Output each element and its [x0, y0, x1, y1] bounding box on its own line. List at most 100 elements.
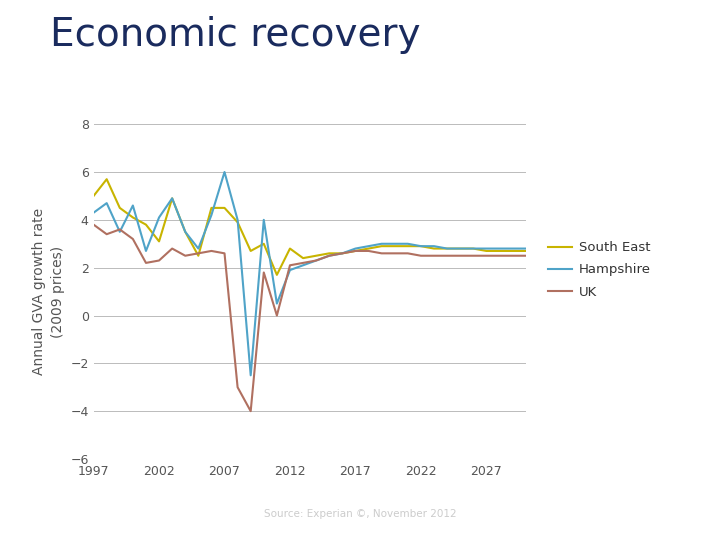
UK	[207, 248, 216, 254]
UK	[469, 253, 477, 259]
South East	[521, 248, 530, 254]
Hampshire	[102, 200, 111, 206]
Hampshire	[325, 253, 333, 259]
UK	[390, 250, 399, 256]
South East	[155, 238, 163, 245]
Hampshire	[417, 243, 426, 249]
South East	[168, 195, 176, 201]
South East	[129, 214, 138, 221]
Text: Source: Experian ©, November 2012: Source: Experian ©, November 2012	[264, 509, 456, 519]
South East	[194, 253, 202, 259]
Hampshire	[168, 195, 176, 201]
UK	[364, 248, 373, 254]
UK	[194, 250, 202, 256]
South East	[390, 243, 399, 249]
Hampshire	[181, 228, 189, 235]
South East	[403, 243, 412, 249]
South East	[364, 245, 373, 252]
South East	[102, 176, 111, 183]
Hampshire	[482, 245, 490, 252]
Hampshire	[246, 372, 255, 379]
UK	[417, 253, 426, 259]
Legend: South East, Hampshire, UK: South East, Hampshire, UK	[543, 236, 656, 304]
UK	[377, 250, 386, 256]
Hampshire	[142, 248, 150, 254]
South East	[338, 250, 346, 256]
UK	[168, 245, 176, 252]
UK	[508, 253, 517, 259]
Hampshire	[495, 245, 504, 252]
UK	[89, 221, 98, 228]
South East	[482, 248, 490, 254]
Hampshire	[89, 210, 98, 216]
Line: UK: UK	[94, 225, 526, 411]
South East	[142, 221, 150, 228]
South East	[430, 245, 438, 252]
UK	[521, 253, 530, 259]
Hampshire	[443, 245, 451, 252]
Hampshire	[233, 217, 242, 223]
South East	[286, 245, 294, 252]
Hampshire	[430, 243, 438, 249]
UK	[443, 253, 451, 259]
Hampshire	[403, 240, 412, 247]
Hampshire	[273, 300, 282, 307]
Hampshire	[364, 243, 373, 249]
UK	[233, 384, 242, 390]
UK	[325, 253, 333, 259]
UK	[142, 260, 150, 266]
Hampshire	[259, 217, 268, 223]
UK	[273, 312, 282, 319]
South East	[312, 253, 320, 259]
Text: Hampshire: Hampshire	[76, 491, 148, 504]
Line: Hampshire: Hampshire	[94, 172, 526, 375]
UK	[246, 408, 255, 414]
Hampshire	[220, 169, 229, 176]
UK	[351, 248, 360, 254]
South East	[181, 228, 189, 235]
South East	[207, 205, 216, 211]
South East	[351, 248, 360, 254]
UK	[482, 253, 490, 259]
UK	[286, 262, 294, 268]
UK	[115, 226, 124, 233]
South East	[469, 245, 477, 252]
South East	[273, 272, 282, 278]
Text: Economic recovery: Economic recovery	[50, 16, 421, 54]
South East	[299, 255, 307, 261]
UK	[430, 253, 438, 259]
South East	[259, 240, 268, 247]
South East	[115, 205, 124, 211]
UK	[102, 231, 111, 238]
South East	[417, 243, 426, 249]
South East	[246, 248, 255, 254]
South East	[220, 205, 229, 211]
UK	[155, 257, 163, 264]
Hampshire	[390, 240, 399, 247]
South East	[89, 193, 98, 199]
Y-axis label: Annual GVA growth rate
(2009 prices): Annual GVA growth rate (2009 prices)	[32, 208, 65, 375]
Hampshire	[377, 240, 386, 247]
Hampshire	[469, 245, 477, 252]
Line: South East: South East	[94, 179, 526, 275]
UK	[403, 250, 412, 256]
Hampshire	[521, 245, 530, 252]
South East	[495, 248, 504, 254]
Hampshire	[155, 214, 163, 221]
Hampshire	[338, 250, 346, 256]
UK	[495, 253, 504, 259]
Hampshire	[508, 245, 517, 252]
South East	[233, 219, 242, 226]
South East	[377, 243, 386, 249]
Hampshire	[351, 245, 360, 252]
Text: County Council: County Council	[72, 517, 151, 527]
Hampshire	[115, 228, 124, 235]
South East	[325, 250, 333, 256]
Hampshire	[207, 212, 216, 218]
UK	[299, 260, 307, 266]
UK	[129, 236, 138, 242]
South East	[443, 245, 451, 252]
UK	[312, 257, 320, 264]
Hampshire	[312, 257, 320, 264]
Hampshire	[299, 262, 307, 268]
